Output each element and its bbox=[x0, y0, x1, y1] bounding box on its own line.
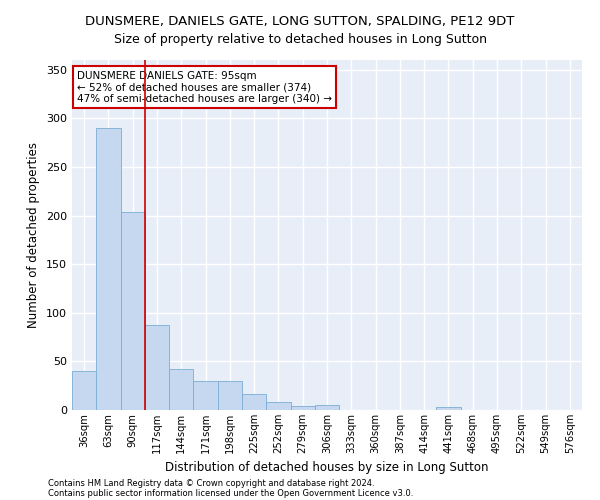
Text: DUNSMERE, DANIELS GATE, LONG SUTTON, SPALDING, PE12 9DT: DUNSMERE, DANIELS GATE, LONG SUTTON, SPA… bbox=[85, 15, 515, 28]
Bar bbox=[96, 128, 121, 410]
Text: Contains HM Land Registry data © Crown copyright and database right 2024.: Contains HM Land Registry data © Crown c… bbox=[48, 478, 374, 488]
Bar bbox=[145, 326, 169, 410]
Bar bbox=[315, 405, 339, 410]
Bar bbox=[242, 394, 266, 410]
Bar bbox=[266, 402, 290, 410]
Bar bbox=[169, 369, 193, 410]
X-axis label: Distribution of detached houses by size in Long Sutton: Distribution of detached houses by size … bbox=[165, 462, 489, 474]
Bar bbox=[72, 371, 96, 410]
Bar bbox=[218, 381, 242, 410]
Text: Contains public sector information licensed under the Open Government Licence v3: Contains public sector information licen… bbox=[48, 488, 413, 498]
Text: DUNSMERE DANIELS GATE: 95sqm
← 52% of detached houses are smaller (374)
47% of s: DUNSMERE DANIELS GATE: 95sqm ← 52% of de… bbox=[77, 70, 332, 104]
Text: Size of property relative to detached houses in Long Sutton: Size of property relative to detached ho… bbox=[113, 32, 487, 46]
Bar bbox=[436, 407, 461, 410]
Bar bbox=[193, 381, 218, 410]
Bar bbox=[290, 406, 315, 410]
Y-axis label: Number of detached properties: Number of detached properties bbox=[28, 142, 40, 328]
Bar bbox=[121, 212, 145, 410]
